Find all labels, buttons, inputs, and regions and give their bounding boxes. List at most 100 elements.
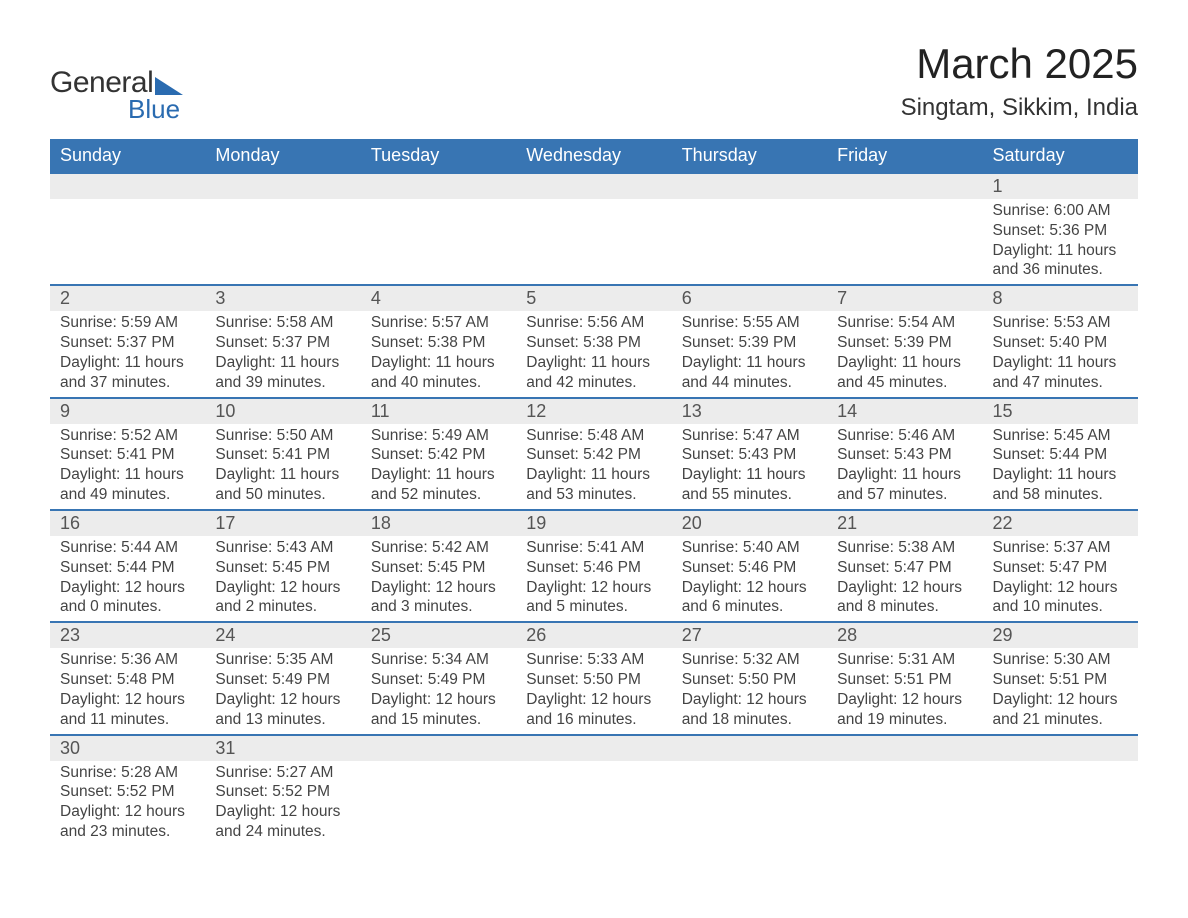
day-detail-cell: Sunrise: 5:28 AMSunset: 5:52 PMDaylight:…	[50, 761, 205, 846]
day-header: Sunday	[50, 139, 205, 173]
day-detail-cell	[827, 761, 982, 846]
day-detail-cell: Sunrise: 5:35 AMSunset: 5:49 PMDaylight:…	[205, 648, 360, 734]
day-number-cell: 10	[205, 398, 360, 424]
day-number-cell: 9	[50, 398, 205, 424]
detail-line: Sunrise: 5:38 AM	[837, 538, 972, 558]
detail-line: Daylight: 11 hours and 55 minutes.	[682, 465, 817, 505]
day-number-cell: 6	[672, 285, 827, 311]
day-number-cell	[983, 735, 1138, 761]
day-number-cell: 1	[983, 173, 1138, 199]
day-number-cell: 24	[205, 622, 360, 648]
day-number-cell: 28	[827, 622, 982, 648]
detail-line: Sunrise: 5:36 AM	[60, 650, 195, 670]
day-detail-cell	[983, 761, 1138, 846]
detail-line: Sunset: 5:50 PM	[682, 670, 817, 690]
day-detail-row: Sunrise: 6:00 AMSunset: 5:36 PMDaylight:…	[50, 199, 1138, 285]
day-number-row: 1	[50, 173, 1138, 199]
day-detail-cell: Sunrise: 5:49 AMSunset: 5:42 PMDaylight:…	[361, 424, 516, 510]
detail-line: Sunrise: 5:32 AM	[682, 650, 817, 670]
detail-line: Sunset: 5:52 PM	[60, 782, 195, 802]
day-detail-cell: Sunrise: 5:43 AMSunset: 5:45 PMDaylight:…	[205, 536, 360, 622]
day-detail-cell	[205, 199, 360, 285]
detail-line: Sunrise: 5:47 AM	[682, 426, 817, 446]
detail-line: Daylight: 12 hours and 13 minutes.	[215, 690, 350, 730]
day-detail-cell: Sunrise: 5:52 AMSunset: 5:41 PMDaylight:…	[50, 424, 205, 510]
day-number-cell: 25	[361, 622, 516, 648]
detail-line: Sunrise: 5:55 AM	[682, 313, 817, 333]
detail-line: Sunset: 5:48 PM	[60, 670, 195, 690]
detail-line: Sunrise: 5:43 AM	[215, 538, 350, 558]
detail-line: Sunset: 5:46 PM	[526, 558, 661, 578]
detail-line: Sunrise: 5:44 AM	[60, 538, 195, 558]
detail-line: Sunrise: 5:33 AM	[526, 650, 661, 670]
day-number-cell	[516, 735, 671, 761]
day-detail-cell: Sunrise: 5:27 AMSunset: 5:52 PMDaylight:…	[205, 761, 360, 846]
day-number-cell: 30	[50, 735, 205, 761]
day-number-row: 3031	[50, 735, 1138, 761]
detail-line: Sunset: 5:51 PM	[993, 670, 1128, 690]
day-detail-cell	[672, 199, 827, 285]
day-detail-cell: Sunrise: 5:54 AMSunset: 5:39 PMDaylight:…	[827, 311, 982, 397]
day-header: Thursday	[672, 139, 827, 173]
day-detail-row: Sunrise: 5:28 AMSunset: 5:52 PMDaylight:…	[50, 761, 1138, 846]
detail-line: Daylight: 12 hours and 5 minutes.	[526, 578, 661, 618]
day-header-row: SundayMondayTuesdayWednesdayThursdayFrid…	[50, 139, 1138, 173]
location: Singtam, Sikkim, India	[901, 94, 1138, 122]
day-number-cell	[672, 735, 827, 761]
detail-line: Daylight: 12 hours and 16 minutes.	[526, 690, 661, 730]
day-number-cell	[361, 735, 516, 761]
detail-line: Daylight: 11 hours and 53 minutes.	[526, 465, 661, 505]
detail-line: Sunrise: 5:27 AM	[215, 763, 350, 783]
day-number-cell	[205, 173, 360, 199]
detail-line: Sunset: 5:47 PM	[837, 558, 972, 578]
detail-line: Daylight: 12 hours and 11 minutes.	[60, 690, 195, 730]
day-detail-cell	[361, 761, 516, 846]
detail-line: Sunset: 5:37 PM	[215, 333, 350, 353]
day-header: Tuesday	[361, 139, 516, 173]
detail-line: Sunset: 5:45 PM	[215, 558, 350, 578]
detail-line: Sunset: 5:47 PM	[993, 558, 1128, 578]
day-header: Wednesday	[516, 139, 671, 173]
day-number-cell	[516, 173, 671, 199]
day-detail-cell: Sunrise: 5:41 AMSunset: 5:46 PMDaylight:…	[516, 536, 671, 622]
day-detail-cell: Sunrise: 5:55 AMSunset: 5:39 PMDaylight:…	[672, 311, 827, 397]
day-number-cell	[672, 173, 827, 199]
day-number-row: 2345678	[50, 285, 1138, 311]
day-detail-cell: Sunrise: 5:47 AMSunset: 5:43 PMDaylight:…	[672, 424, 827, 510]
day-detail-cell: Sunrise: 5:53 AMSunset: 5:40 PMDaylight:…	[983, 311, 1138, 397]
detail-line: Daylight: 11 hours and 50 minutes.	[215, 465, 350, 505]
day-detail-cell: Sunrise: 5:38 AMSunset: 5:47 PMDaylight:…	[827, 536, 982, 622]
detail-line: Sunrise: 5:42 AM	[371, 538, 506, 558]
detail-line: Sunrise: 5:53 AM	[993, 313, 1128, 333]
detail-line: Sunset: 5:44 PM	[993, 445, 1128, 465]
detail-line: Daylight: 12 hours and 24 minutes.	[215, 802, 350, 842]
day-number-cell: 3	[205, 285, 360, 311]
day-number-cell: 2	[50, 285, 205, 311]
day-number-cell	[827, 735, 982, 761]
day-detail-cell: Sunrise: 5:36 AMSunset: 5:48 PMDaylight:…	[50, 648, 205, 734]
detail-line: Daylight: 11 hours and 44 minutes.	[682, 353, 817, 393]
detail-line: Sunset: 5:51 PM	[837, 670, 972, 690]
day-detail-cell: Sunrise: 5:56 AMSunset: 5:38 PMDaylight:…	[516, 311, 671, 397]
day-detail-cell: Sunrise: 5:34 AMSunset: 5:49 PMDaylight:…	[361, 648, 516, 734]
detail-line: Sunset: 5:39 PM	[837, 333, 972, 353]
day-detail-row: Sunrise: 5:59 AMSunset: 5:37 PMDaylight:…	[50, 311, 1138, 397]
detail-line: Daylight: 11 hours and 57 minutes.	[837, 465, 972, 505]
detail-line: Daylight: 11 hours and 37 minutes.	[60, 353, 195, 393]
day-detail-cell: Sunrise: 6:00 AMSunset: 5:36 PMDaylight:…	[983, 199, 1138, 285]
detail-line: Sunset: 5:40 PM	[993, 333, 1128, 353]
detail-line: Daylight: 12 hours and 6 minutes.	[682, 578, 817, 618]
detail-line: Sunset: 5:49 PM	[215, 670, 350, 690]
day-number-cell: 16	[50, 510, 205, 536]
day-number-cell: 29	[983, 622, 1138, 648]
detail-line: Sunrise: 5:40 AM	[682, 538, 817, 558]
brand-word-2: Blue	[128, 94, 180, 125]
day-header: Monday	[205, 139, 360, 173]
detail-line: Daylight: 12 hours and 3 minutes.	[371, 578, 506, 618]
detail-line: Sunset: 5:37 PM	[60, 333, 195, 353]
day-detail-cell	[50, 199, 205, 285]
calendar-table: SundayMondayTuesdayWednesdayThursdayFrid…	[50, 139, 1138, 846]
detail-line: Sunrise: 6:00 AM	[993, 201, 1128, 221]
day-number-cell: 21	[827, 510, 982, 536]
day-number-cell: 13	[672, 398, 827, 424]
